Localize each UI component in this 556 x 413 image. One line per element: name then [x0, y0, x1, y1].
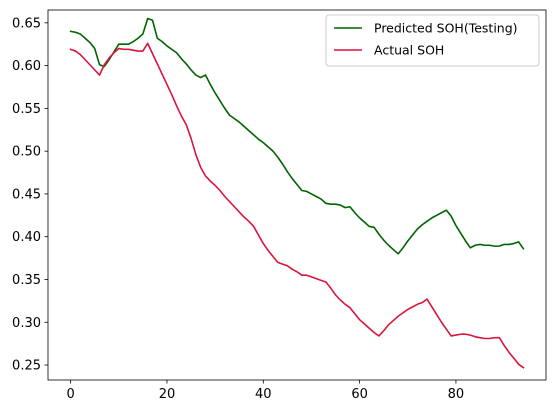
x-tick-label: 80: [448, 387, 465, 402]
y-tick-label: 0.55: [12, 102, 41, 117]
legend: Predicted SOH(Testing) Actual SOH: [325, 14, 540, 67]
y-tick-label: 0.25: [12, 359, 41, 374]
plot-area: [48, 10, 546, 380]
y-tick-label: 0.65: [12, 16, 41, 31]
series-layer: [69, 17, 525, 369]
x-tick-label: 40: [255, 387, 272, 402]
y-tick-label: 0.35: [12, 273, 41, 288]
y-tick-label: 0.60: [12, 59, 41, 74]
x-tick-label: 20: [159, 387, 176, 402]
legend-label-actual: Actual SOH: [374, 43, 444, 58]
series-line-actual: [69, 42, 525, 369]
y-tick-label: 0.30: [12, 316, 41, 331]
x-tick-label: 60: [351, 387, 368, 402]
series-line-predicted: [69, 17, 525, 255]
legend-label-predicted: Predicted SOH(Testing): [374, 21, 518, 36]
y-tick-label: 0.50: [12, 145, 41, 160]
y-tick-label: 0.45: [12, 187, 41, 202]
legend-box: [325, 14, 540, 67]
y-tick-label: 0.40: [12, 230, 41, 245]
x-tick-label: 0: [66, 387, 74, 402]
axis-layer: 0 20 40 60 80 0.25 0.30 0.35 0.40 0.45 0.50 0.55 0.6…: [12, 16, 464, 402]
plot-frame: [47, 9, 547, 381]
